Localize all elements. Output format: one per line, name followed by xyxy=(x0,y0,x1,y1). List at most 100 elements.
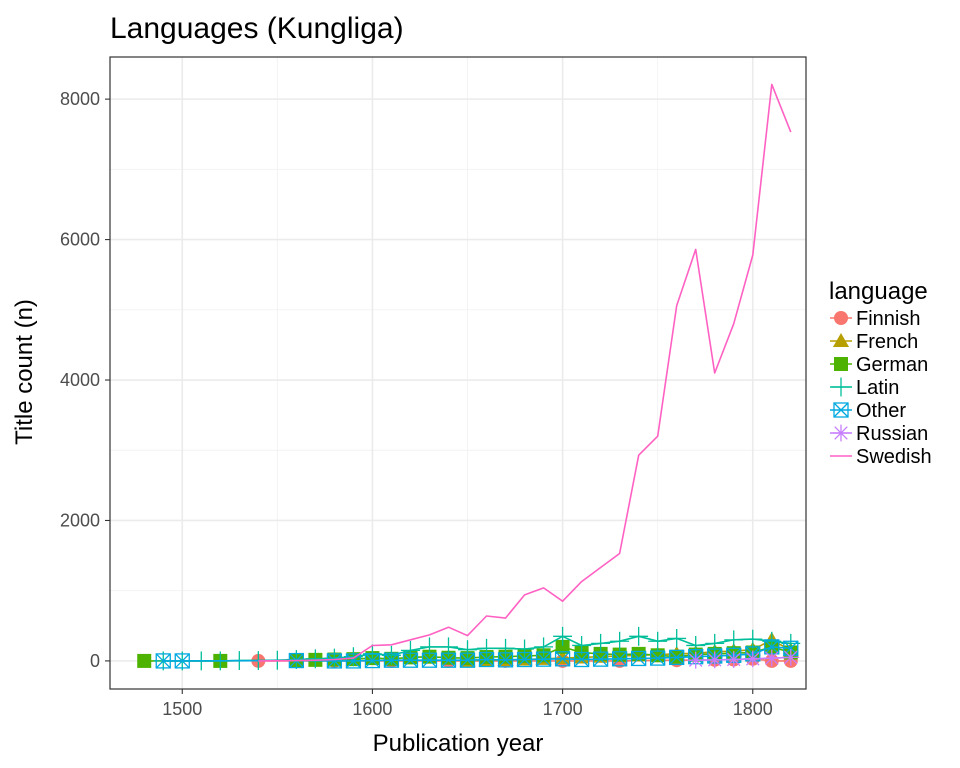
data-point-other xyxy=(611,651,628,667)
legend-key-latin xyxy=(831,377,851,397)
legend-item-german: German xyxy=(830,354,928,376)
legend-item-latin: Latin xyxy=(830,377,899,399)
marker-stroke xyxy=(345,653,361,669)
marker-stroke xyxy=(364,652,381,669)
data-point-other xyxy=(383,652,400,668)
data-point-other xyxy=(669,649,685,666)
marker-stroke xyxy=(707,653,722,667)
marker-stroke xyxy=(460,652,475,668)
data-point-russian xyxy=(744,650,762,668)
marker-stroke xyxy=(574,652,590,667)
data-point-other xyxy=(535,651,552,667)
data-point-latin xyxy=(343,647,363,667)
legend-item-swedish: Swedish xyxy=(830,446,932,468)
legend-key-french xyxy=(832,332,850,348)
marker-stroke xyxy=(440,652,457,668)
data-point-other xyxy=(402,652,419,668)
legend-title: language xyxy=(829,278,928,305)
x-axis-title: Publication year xyxy=(373,730,544,757)
data-point-latin xyxy=(477,638,496,658)
data-point-other xyxy=(631,650,647,667)
marker-stroke xyxy=(345,653,362,669)
marker-stroke xyxy=(833,402,849,418)
marker-stroke xyxy=(593,651,609,667)
legend-label-finnish: Finnish xyxy=(856,308,920,330)
data-point-other xyxy=(326,653,343,669)
marker-stroke xyxy=(479,652,494,667)
data-point-latin xyxy=(401,640,420,660)
chart-title: Languages (Kungliga) xyxy=(110,12,404,45)
legend-item-russian: Russian xyxy=(830,423,928,445)
marker-shape xyxy=(593,646,608,661)
marker-stroke xyxy=(688,653,703,667)
y-tick-label: 4000 xyxy=(60,370,100,390)
series-russian xyxy=(687,649,800,669)
marker-shape xyxy=(137,653,152,668)
data-point-latin xyxy=(553,626,573,646)
data-point-latin xyxy=(381,645,401,665)
data-point-russian xyxy=(706,651,724,669)
data-point-other xyxy=(155,653,171,669)
x-tick-label: 1800 xyxy=(733,699,773,719)
data-point-german xyxy=(137,653,152,668)
legend-key-german xyxy=(834,357,848,371)
legend-label-swedish: Swedish xyxy=(856,446,932,468)
data-point-other xyxy=(478,651,495,668)
marker-stroke xyxy=(174,653,190,669)
data-point-latin xyxy=(534,637,554,657)
y-tick-label: 6000 xyxy=(60,230,100,250)
marker-stroke xyxy=(833,402,849,418)
marker-stroke xyxy=(612,651,628,667)
data-point-latin xyxy=(667,628,687,648)
marker-stroke xyxy=(383,652,400,668)
marker-stroke xyxy=(517,652,533,667)
marker-stroke xyxy=(669,649,685,666)
marker-stroke xyxy=(784,650,798,665)
y-axis: 0 2000 4000 6000 8000 xyxy=(60,89,110,671)
data-point-other xyxy=(516,651,533,668)
marker-stroke xyxy=(364,653,380,669)
data-point-german xyxy=(631,646,646,661)
marker-stroke xyxy=(726,652,741,667)
data-point-german xyxy=(593,646,608,661)
marker-stroke xyxy=(650,650,666,666)
legend-label-french: French xyxy=(856,331,918,353)
data-point-latin xyxy=(629,626,649,646)
marker-shape xyxy=(832,332,850,348)
marker-shape xyxy=(554,650,571,665)
data-point-other xyxy=(592,651,609,667)
data-point-other xyxy=(650,650,666,666)
marker-stroke xyxy=(326,653,343,669)
marker-stroke xyxy=(402,652,419,668)
data-point-german xyxy=(555,639,570,654)
marker-stroke xyxy=(459,652,476,668)
data-point-latin xyxy=(648,631,668,651)
data-point-other xyxy=(459,652,476,668)
plot-panel xyxy=(109,56,807,690)
legend: language FinnishFrenchGermanLatinOtherRu… xyxy=(829,278,932,468)
data-point-other xyxy=(174,653,190,669)
marker-stroke xyxy=(764,639,780,655)
marker-stroke xyxy=(498,652,514,668)
data-point-other xyxy=(364,652,381,669)
panel-border xyxy=(109,56,807,690)
data-point-latin xyxy=(743,629,763,649)
data-point-other xyxy=(497,652,514,668)
data-point-other xyxy=(440,652,457,668)
x-tick-label: 1600 xyxy=(352,699,392,719)
marker-stroke xyxy=(155,653,171,669)
data-point-latin xyxy=(496,638,515,658)
marker-stroke xyxy=(326,653,342,669)
series-line-other xyxy=(163,646,791,662)
marker-shape xyxy=(631,646,646,661)
data-point-latin xyxy=(724,630,744,650)
marker-stroke xyxy=(441,652,456,668)
y-tick-label: 8000 xyxy=(60,89,100,109)
marker-shape xyxy=(834,311,848,325)
marker-stroke xyxy=(174,653,190,669)
marker-stroke xyxy=(592,651,609,667)
legend-label-latin: Latin xyxy=(856,377,899,399)
marker-stroke xyxy=(155,653,171,669)
marker-shape xyxy=(441,650,456,665)
